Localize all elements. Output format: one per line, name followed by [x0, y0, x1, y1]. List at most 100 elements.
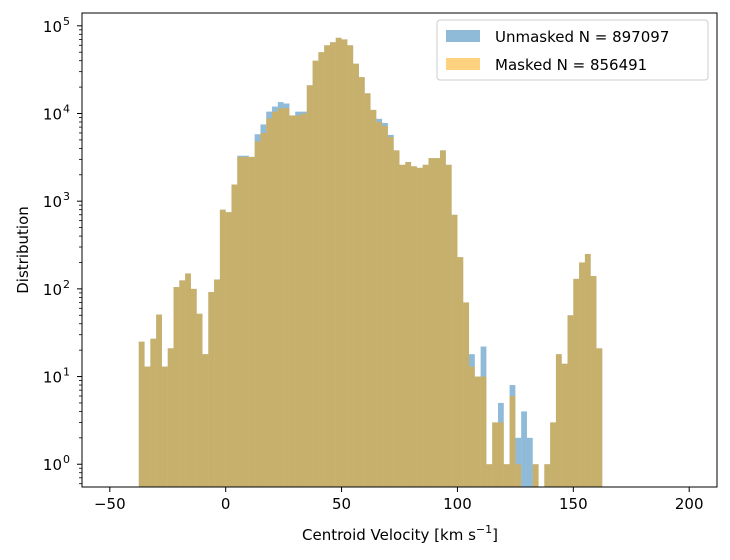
bar [411, 166, 417, 488]
bar [428, 158, 435, 487]
y-tick-exponent: 4 [63, 102, 70, 115]
bar [515, 464, 522, 487]
bar [156, 314, 162, 487]
bar [561, 363, 568, 487]
bar [272, 111, 278, 487]
bar [474, 376, 481, 487]
bar [190, 288, 197, 487]
bar [550, 422, 556, 487]
bar [451, 214, 458, 487]
legend-box [436, 19, 709, 81]
y-tick-label: 10 [43, 18, 62, 36]
bar [144, 366, 151, 487]
legend-swatch-unmasked [446, 30, 480, 42]
bar [492, 422, 498, 487]
bar [231, 184, 238, 487]
y-tick-exponent: 2 [63, 278, 70, 291]
bar [463, 302, 470, 487]
y-tick-exponent: 0 [63, 453, 70, 466]
legend: Unmasked N = 897097 Masked N = 856491 [436, 19, 709, 81]
bar [370, 109, 377, 487]
y-tick-label: 10 [43, 456, 62, 474]
bar [237, 156, 244, 487]
plot-frame [81, 12, 718, 488]
bar [277, 108, 284, 487]
y-tick-exponent: 5 [63, 15, 70, 28]
bar [503, 464, 510, 487]
bar [509, 396, 516, 487]
bar [214, 279, 220, 487]
y-tick-label: 10 [43, 369, 62, 387]
bar [440, 150, 446, 487]
bar [173, 287, 180, 487]
bar [161, 366, 168, 487]
bar [179, 280, 186, 487]
bar [469, 366, 475, 487]
bar [399, 164, 406, 487]
bar [347, 45, 354, 487]
bar [526, 437, 533, 487]
bar [422, 164, 429, 487]
bar [341, 39, 348, 487]
x-tick-label: 200 [675, 495, 704, 513]
y-tick-exponent: 3 [63, 190, 70, 203]
bar [364, 93, 371, 487]
legend-swatch-masked [446, 58, 480, 70]
bar [387, 136, 394, 487]
bar [185, 273, 191, 487]
bar [480, 376, 487, 487]
bar [405, 161, 412, 487]
bar [579, 262, 585, 487]
bar [497, 422, 504, 487]
bar [295, 115, 302, 487]
bar [318, 52, 325, 487]
x-tick-label: −50 [94, 495, 126, 513]
bar [358, 77, 365, 487]
legend-label-masked: Masked N = 856491 [495, 56, 647, 74]
bar [584, 253, 591, 487]
x-axis-title-superscript: −1 [476, 523, 492, 536]
bar [532, 464, 539, 487]
bar [283, 108, 290, 487]
y-tick-label: 10 [43, 105, 62, 123]
bar [150, 338, 157, 487]
bar [301, 113, 307, 487]
bar [567, 315, 574, 487]
bar [376, 121, 383, 487]
bar [521, 411, 527, 487]
y-tick-exponent: 1 [63, 366, 70, 379]
bar [573, 278, 580, 487]
bar [515, 437, 522, 487]
bar [353, 63, 359, 487]
bar [596, 348, 603, 487]
x-axis-title: Centroid Velocity [km s−1] [302, 523, 498, 544]
bar [138, 341, 145, 487]
bar [416, 167, 423, 487]
bars-layer [138, 37, 603, 488]
bar [219, 209, 226, 488]
y-tick-label: 10 [43, 281, 62, 299]
bar [393, 150, 400, 487]
bar [335, 37, 342, 487]
bar [306, 85, 313, 487]
bar [243, 156, 249, 487]
x-tick-label: 100 [443, 495, 472, 513]
bar [225, 212, 232, 487]
y-axis-title: Distribution [14, 206, 32, 294]
bar [590, 276, 597, 487]
x-tick-label: 0 [221, 495, 231, 513]
bar [289, 115, 296, 487]
bar [457, 257, 464, 487]
bar [555, 354, 562, 487]
bar [202, 354, 209, 487]
bar [445, 164, 452, 487]
bar [544, 464, 551, 487]
bar [260, 132, 267, 487]
bar [196, 313, 203, 487]
x-axis-title-text: Centroid Velocity [km s [302, 526, 476, 544]
bar [312, 60, 319, 488]
y-tick-label: 10 [43, 193, 62, 211]
bar [167, 348, 174, 487]
